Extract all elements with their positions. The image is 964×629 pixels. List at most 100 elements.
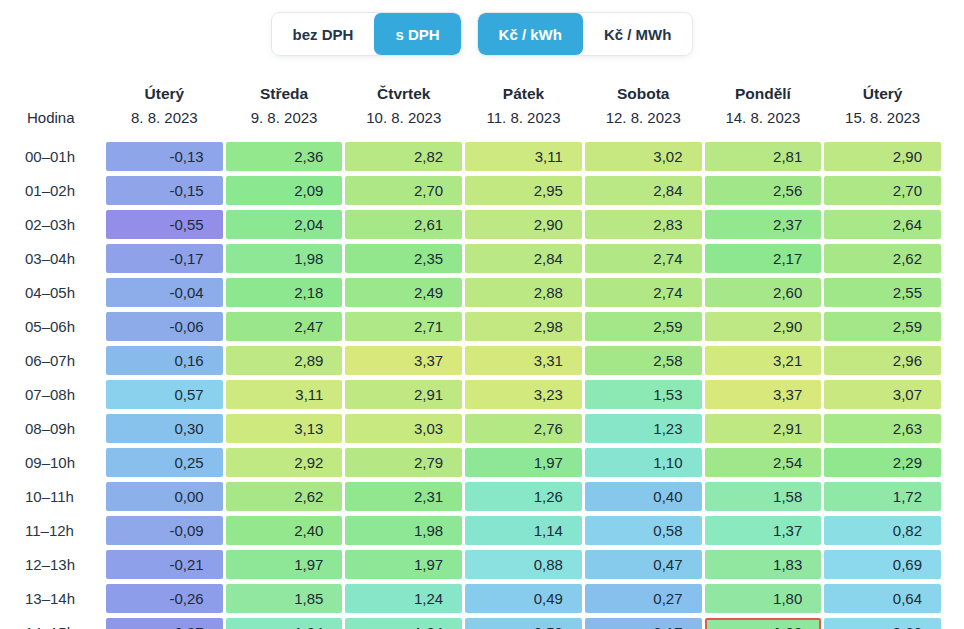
price-cell[interactable]: 2,64 (824, 210, 941, 239)
price-cell[interactable]: 2,70 (345, 176, 462, 205)
price-cell[interactable]: 2,74 (585, 278, 702, 307)
price-cell[interactable]: 2,96 (824, 346, 941, 375)
price-cell[interactable]: 2,18 (226, 278, 343, 307)
price-cell[interactable]: 0,88 (465, 550, 582, 579)
price-cell[interactable]: 0,47 (585, 550, 702, 579)
price-cell[interactable]: 0,17 (585, 618, 702, 629)
price-cell[interactable]: 0,27 (585, 584, 702, 613)
price-cell[interactable]: 2,98 (465, 312, 582, 341)
price-cell[interactable]: 1,34 (345, 618, 462, 629)
price-cell[interactable]: 1,85 (226, 584, 343, 613)
vat-option-s-dph[interactable]: s DPH (374, 13, 460, 55)
price-cell[interactable]: 1,83 (705, 550, 822, 579)
price-cell[interactable]: 2,09 (226, 176, 343, 205)
price-cell-current-hour[interactable]: 1,90 (705, 618, 822, 629)
price-cell[interactable]: -0,21 (106, 550, 223, 579)
price-cell[interactable]: 2,59 (585, 312, 702, 341)
price-cell[interactable]: 1,97 (345, 550, 462, 579)
unit-option-kc-kwh[interactable]: Kč / kWh (478, 13, 583, 55)
price-cell[interactable]: 2,91 (345, 380, 462, 409)
price-cell[interactable]: 2,74 (585, 244, 702, 273)
price-cell[interactable]: 3,11 (226, 380, 343, 409)
price-cell[interactable]: 1,98 (345, 516, 462, 545)
price-cell[interactable]: 1,72 (824, 482, 941, 511)
price-cell[interactable]: 2,63 (824, 414, 941, 443)
price-cell[interactable]: 2,89 (226, 346, 343, 375)
price-cell[interactable]: 0,64 (824, 584, 941, 613)
price-cell[interactable]: 2,92 (226, 448, 343, 477)
price-cell[interactable]: 3,07 (824, 380, 941, 409)
price-cell[interactable]: 2,62 (226, 482, 343, 511)
price-cell[interactable]: 1,80 (705, 584, 822, 613)
price-cell[interactable]: 0,58 (585, 516, 702, 545)
price-cell[interactable]: 2,29 (824, 448, 941, 477)
price-cell[interactable]: 0,30 (106, 414, 223, 443)
price-cell[interactable]: 0,68 (824, 618, 941, 629)
price-cell[interactable]: 2,59 (824, 312, 941, 341)
price-cell[interactable]: 0,40 (585, 482, 702, 511)
price-cell[interactable]: 2,55 (824, 278, 941, 307)
price-cell[interactable]: -0,13 (106, 142, 223, 171)
price-cell[interactable]: 2,95 (465, 176, 582, 205)
price-cell[interactable]: 3,02 (585, 142, 702, 171)
price-cell[interactable]: 2,60 (705, 278, 822, 307)
price-cell[interactable]: 1,97 (465, 448, 582, 477)
price-cell[interactable]: 0,57 (106, 380, 223, 409)
price-cell[interactable]: 2,81 (705, 142, 822, 171)
price-cell[interactable]: 1,23 (585, 414, 702, 443)
price-cell[interactable]: 3,13 (226, 414, 343, 443)
price-cell[interactable]: 2,31 (345, 482, 462, 511)
price-cell[interactable]: 3,31 (465, 346, 582, 375)
price-cell[interactable]: 2,70 (824, 176, 941, 205)
price-cell[interactable]: 3,37 (345, 346, 462, 375)
price-cell[interactable]: -0,37 (106, 618, 223, 629)
price-cell[interactable]: 3,37 (705, 380, 822, 409)
price-cell[interactable]: 2,83 (585, 210, 702, 239)
price-cell[interactable]: 1,26 (465, 482, 582, 511)
price-cell[interactable]: 2,91 (705, 414, 822, 443)
price-cell[interactable]: 0,49 (465, 584, 582, 613)
vat-option-bez-dph[interactable]: bez DPH (272, 13, 375, 55)
price-cell[interactable]: 1,34 (226, 618, 343, 629)
price-cell[interactable]: 2,90 (824, 142, 941, 171)
price-cell[interactable]: 3,11 (465, 142, 582, 171)
price-cell[interactable]: 2,17 (705, 244, 822, 273)
price-cell[interactable]: 1,53 (585, 380, 702, 409)
price-cell[interactable]: 2,62 (824, 244, 941, 273)
price-cell[interactable]: 2,40 (226, 516, 343, 545)
price-cell[interactable]: 2,90 (705, 312, 822, 341)
price-cell[interactable]: 2,90 (465, 210, 582, 239)
price-cell[interactable]: 2,84 (585, 176, 702, 205)
price-cell[interactable]: 2,88 (465, 278, 582, 307)
price-cell[interactable]: 0,53 (465, 618, 582, 629)
price-cell[interactable]: -0,15 (106, 176, 223, 205)
price-cell[interactable]: 1,58 (705, 482, 822, 511)
price-cell[interactable]: 2,61 (345, 210, 462, 239)
price-cell[interactable]: 3,03 (345, 414, 462, 443)
price-cell[interactable]: 2,54 (705, 448, 822, 477)
price-cell[interactable]: 1,98 (226, 244, 343, 273)
price-cell[interactable]: -0,06 (106, 312, 223, 341)
price-cell[interactable]: 2,76 (465, 414, 582, 443)
price-cell[interactable]: 0,69 (824, 550, 941, 579)
price-cell[interactable]: 3,21 (705, 346, 822, 375)
price-cell[interactable]: 2,47 (226, 312, 343, 341)
price-cell[interactable]: 2,82 (345, 142, 462, 171)
price-cell[interactable]: 0,16 (106, 346, 223, 375)
price-cell[interactable]: 2,49 (345, 278, 462, 307)
price-cell[interactable]: -0,09 (106, 516, 223, 545)
price-cell[interactable]: 0,82 (824, 516, 941, 545)
price-cell[interactable]: 3,23 (465, 380, 582, 409)
price-cell[interactable]: -0,26 (106, 584, 223, 613)
price-cell[interactable]: -0,04 (106, 278, 223, 307)
price-cell[interactable]: 2,71 (345, 312, 462, 341)
price-cell[interactable]: 2,04 (226, 210, 343, 239)
price-cell[interactable]: 2,35 (345, 244, 462, 273)
price-cell[interactable]: 2,37 (705, 210, 822, 239)
price-cell[interactable]: 1,37 (705, 516, 822, 545)
price-cell[interactable]: 0,00 (106, 482, 223, 511)
price-cell[interactable]: 2,79 (345, 448, 462, 477)
price-cell[interactable]: 1,14 (465, 516, 582, 545)
price-cell[interactable]: 0,25 (106, 448, 223, 477)
price-cell[interactable]: 2,56 (705, 176, 822, 205)
